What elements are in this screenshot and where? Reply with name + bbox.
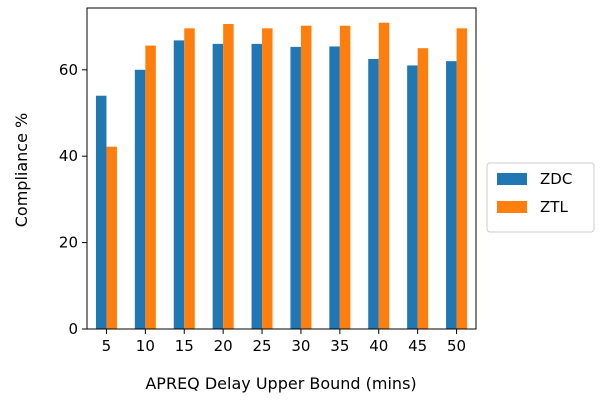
bar-ztl-35 <box>339 25 351 330</box>
bar-zdc-30 <box>290 46 301 330</box>
bar-ztl-45 <box>417 48 429 329</box>
legend: ZDC ZTL <box>486 162 595 233</box>
x-tick-label-35: 35 <box>330 337 349 355</box>
plot-frame <box>86 7 477 330</box>
x-tick-label-25: 25 <box>253 337 272 355</box>
bar-zdc-20 <box>212 43 224 330</box>
bar-ztl-30 <box>300 25 312 330</box>
x-tick-label-15: 15 <box>175 337 194 355</box>
bar-ztl-5 <box>106 146 117 329</box>
x-tick-label-20: 20 <box>214 337 233 355</box>
bar-ztl-40 <box>378 22 390 330</box>
bars-layer <box>95 22 468 330</box>
bar-ztl-25 <box>262 28 273 330</box>
bar-ztl-50 <box>456 28 468 330</box>
x-tick-label-5: 5 <box>102 337 112 355</box>
x-tick-label-30: 30 <box>291 337 310 355</box>
y-tick-label-0: 0 <box>68 320 78 338</box>
bar-zdc-25 <box>251 43 263 330</box>
y-tick-label-20: 20 <box>59 234 78 252</box>
legend-items: ZDC ZTL <box>497 170 572 216</box>
x-tick-label-40: 40 <box>369 337 388 355</box>
legend-swatch-ztl <box>497 201 527 213</box>
ticks-layer: 5 10 15 20 25 30 35 40 45 50 0 20 40 60 <box>59 61 466 355</box>
legend-label-ztl: ZTL <box>540 198 568 216</box>
bar-zdc-5 <box>95 95 107 329</box>
legend-label-zdc: ZDC <box>540 170 572 188</box>
bar-zdc-50 <box>446 61 457 329</box>
x-tick-label-50: 50 <box>447 337 466 355</box>
x-tick-label-45: 45 <box>408 337 427 355</box>
bar-zdc-35 <box>329 46 340 330</box>
y-axis-label: Compliance % <box>12 113 31 227</box>
axes-layer <box>86 7 477 330</box>
bar-ztl-15 <box>184 28 195 330</box>
bar-ztl-20 <box>223 23 234 329</box>
bar-zdc-10 <box>134 69 146 330</box>
bar-zdc-45 <box>407 65 418 329</box>
y-tick-label-60: 60 <box>59 61 78 79</box>
y-tick-label-40: 40 <box>59 147 78 165</box>
bar-ztl-10 <box>145 45 156 329</box>
x-axis-label: APREQ Delay Upper Bound (mins) <box>145 374 416 393</box>
legend-swatch-zdc <box>497 173 527 185</box>
bar-zdc-15 <box>173 40 185 329</box>
bar-zdc-40 <box>368 58 379 330</box>
x-tick-label-10: 10 <box>136 337 155 355</box>
